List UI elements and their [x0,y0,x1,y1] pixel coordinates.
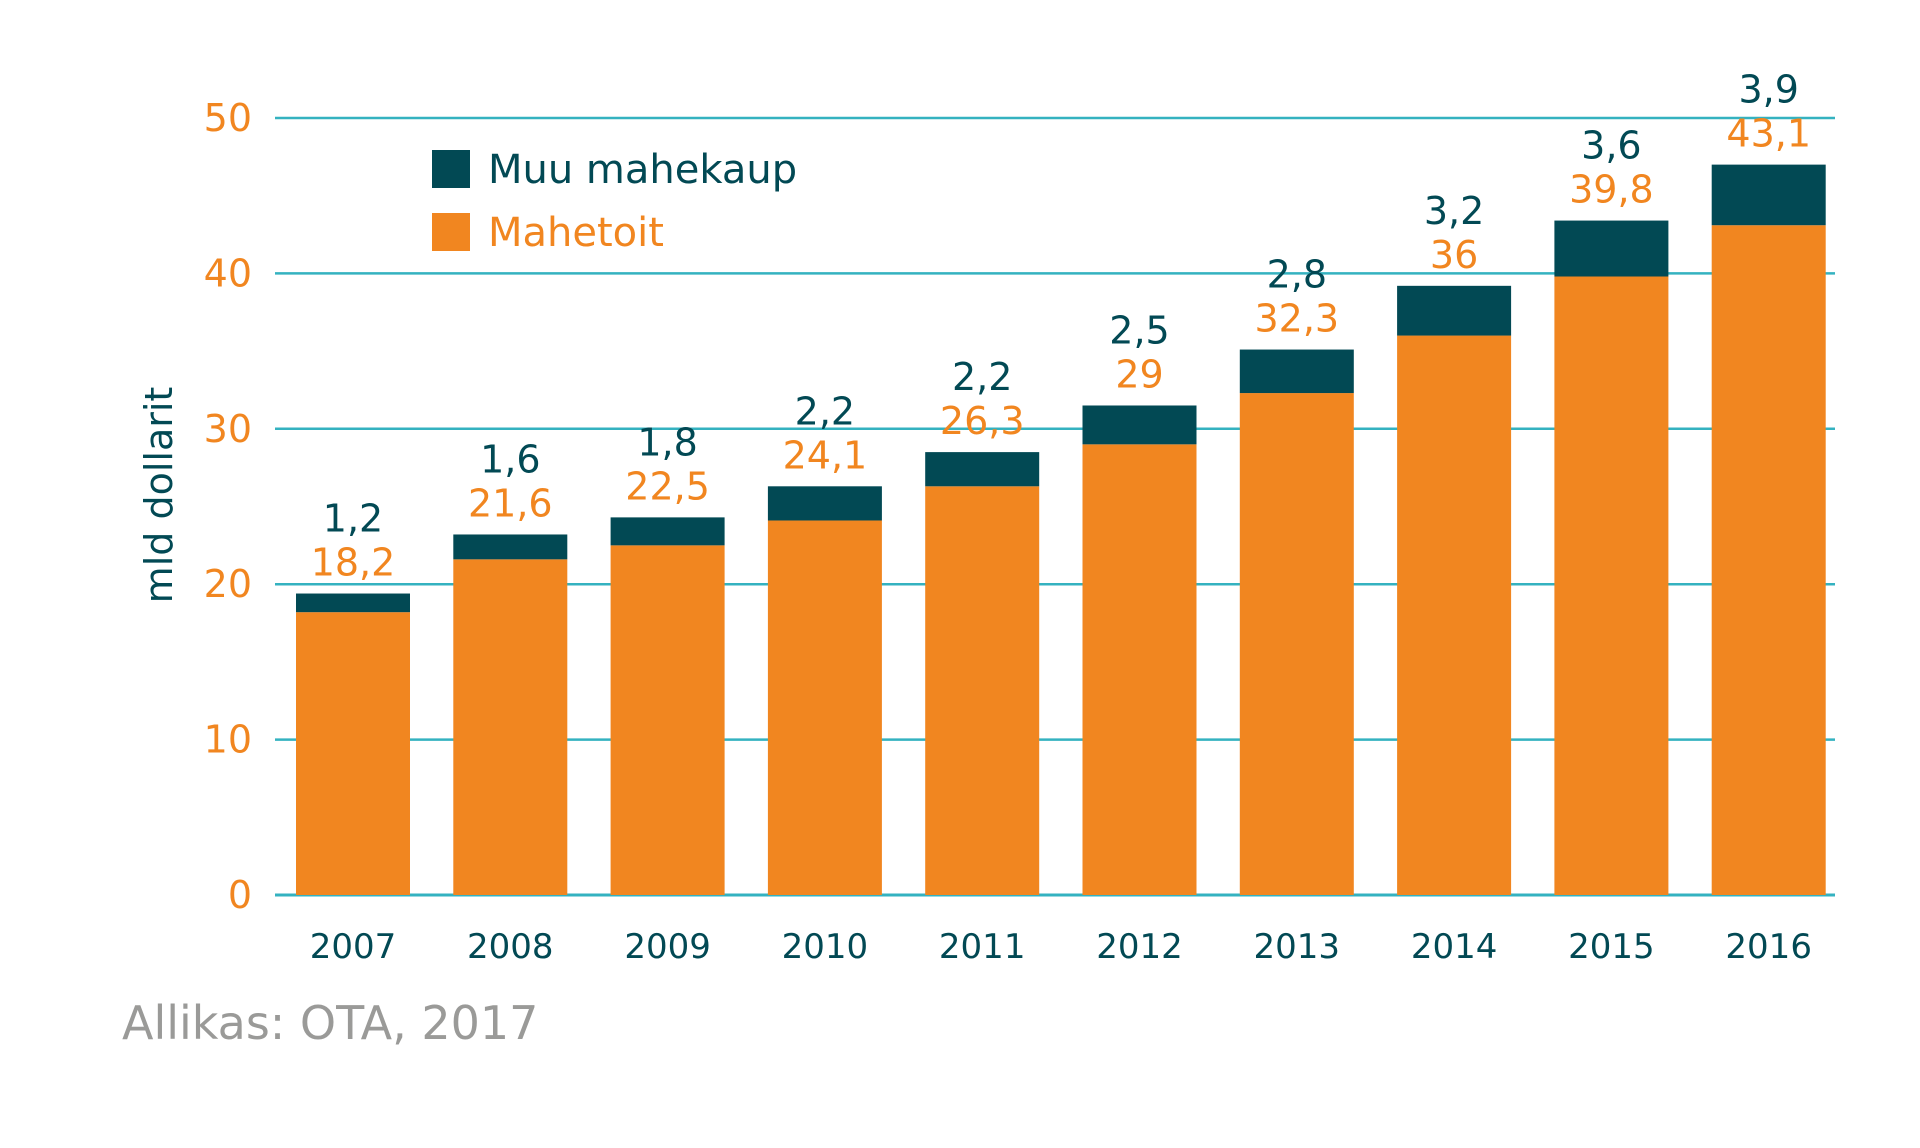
legend-swatch-other [432,150,470,188]
bar-mahetoit [610,545,725,895]
bar-mahetoit [767,520,882,895]
legend: Muu mahekaup Mahetoit [432,147,797,256]
x-tick-label: 2015 [1568,927,1655,967]
y-tick-label: 50 [204,96,252,140]
bar-mahetoit [1397,335,1512,895]
data-label-muu-mahekaup: 2,2 [952,355,1012,399]
bar-mahetoit [1239,393,1354,895]
data-label-muu-mahekaup: 2,8 [1267,253,1327,297]
data-label-muu-mahekaup: 1,6 [480,437,540,481]
y-tick-label: 40 [204,251,252,295]
data-label-mahetoit: 22,5 [625,464,710,508]
bar-muu-mahekaup [1239,349,1354,394]
data-label-muu-mahekaup: 2,2 [795,389,855,433]
x-tick-label: 2010 [782,927,869,967]
data-label-mahetoit: 26,3 [940,399,1025,443]
data-label-mahetoit: 18,2 [311,541,396,585]
y-tick-label: 0 [228,873,252,917]
y-tick-label: 10 [204,718,252,762]
data-label-muu-mahekaup: 2,5 [1109,308,1169,352]
data-label-mahetoit: 21,6 [468,481,553,525]
bars [296,164,1826,895]
bar-mahetoit [1082,444,1197,895]
data-label-muu-mahekaup: 3,9 [1738,68,1798,112]
data-label-muu-mahekaup: 3,2 [1424,189,1484,233]
x-tick-label: 2016 [1725,927,1812,967]
x-tick-label: 2007 [310,927,397,967]
x-tick-label: 2012 [1096,927,1183,967]
x-tick-label: 2009 [624,927,711,967]
y-tick-label: 30 [204,407,252,451]
x-tick-label: 2013 [1254,927,1341,967]
data-label-muu-mahekaup: 3,6 [1581,124,1641,168]
data-label-muu-mahekaup: 1,2 [323,497,383,541]
x-tick-label: 2008 [467,927,554,967]
bar-muu-mahekaup [1554,220,1669,277]
legend-label-food: Mahetoit [488,210,664,256]
y-axis-title: mld dollarit [137,387,181,604]
data-label-mahetoit: 29 [1115,352,1163,396]
bar-mahetoit [925,486,1040,895]
source-note: Allikas: OTA, 2017 [122,996,538,1050]
x-axis-ticks: 2007 2008 2009 2010 2011 2012 2013 2014 2015 2016 [310,927,1812,967]
bar-muu-mahekaup [767,486,882,521]
data-labels: 18,21,2 21,61,622,51,8 24,12,2 26,32,2 292,5… [311,68,1811,585]
data-label-muu-mahekaup: 1,8 [637,420,697,464]
bar-muu-mahekaup [453,534,568,560]
data-label-mahetoit: 36 [1430,233,1478,277]
x-tick-label: 2014 [1411,927,1498,967]
legend-swatch-food [432,213,470,251]
bar-mahetoit [1711,225,1826,895]
bar-muu-mahekaup [925,452,1040,487]
bar-mahetoit [453,559,568,895]
y-axis-ticks: 0 10 20 30 40 50 [204,96,252,917]
x-tick-label: 2011 [939,927,1026,967]
bar-mahetoit [1554,276,1669,895]
bar-muu-mahekaup [296,593,410,613]
data-label-mahetoit: 24,1 [783,433,868,477]
data-label-mahetoit: 39,8 [1569,168,1654,212]
bar-muu-mahekaup [1711,164,1826,226]
data-label-mahetoit: 43,1 [1726,112,1811,156]
legend-label-other: Muu mahekaup [488,147,797,193]
data-label-mahetoit: 32,3 [1254,297,1339,341]
bar-muu-mahekaup [610,517,725,546]
bar-muu-mahekaup [1397,285,1512,336]
y-tick-label: 20 [204,562,252,606]
bar-mahetoit [296,612,410,895]
bar-muu-mahekaup [1082,405,1197,445]
